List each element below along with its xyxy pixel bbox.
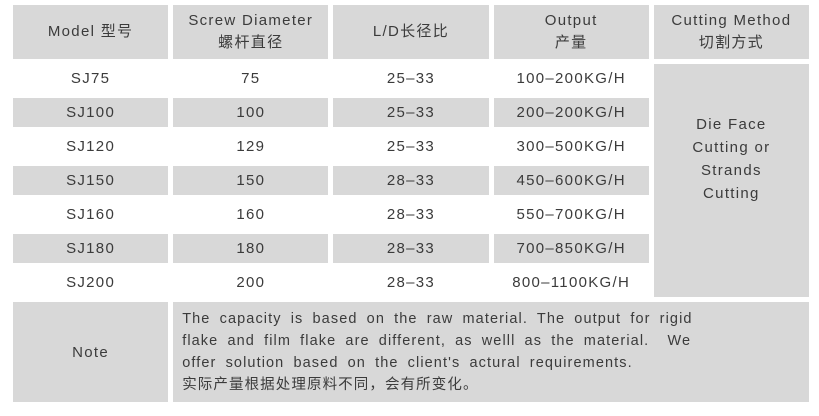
- screw-diameter-cell: 150: [173, 166, 329, 195]
- model-cell: SJ180: [13, 234, 169, 263]
- cutting-method-line: Cutting or: [692, 138, 771, 156]
- header-cutting-label-zh: 切割方式: [698, 34, 764, 51]
- note-text-line: flake and film flake are different, as w…: [182, 333, 692, 349]
- table-row-sj150: SJ150 150 28–33 450–600KG/H: [13, 166, 809, 195]
- ld-ratio-cell: 28–33: [386, 206, 436, 223]
- screw-diameter-cell: 200: [236, 274, 266, 291]
- header-output-label-zh: 产量: [554, 34, 588, 51]
- header-model: Model 型号: [13, 5, 169, 59]
- cutting-method-line: Cutting: [703, 184, 760, 202]
- output-cell: 300–500KG/H: [516, 138, 626, 155]
- table-row-sj75: SJ75 75 25–33 100–200KG/H Die Face Cutti…: [13, 64, 809, 297]
- header-model-label: Model 型号: [47, 23, 134, 40]
- cutting-method-line: Strands: [700, 161, 762, 179]
- header-ld-label: L/D长径比: [372, 23, 450, 40]
- ld-ratio-cell: 25–33: [333, 98, 489, 127]
- header-output: Output 产量: [493, 5, 649, 59]
- header-ld-ratio: L/D长径比: [333, 5, 489, 59]
- table-row-sj180: SJ180 180 28–33 700–850KG/H: [13, 234, 809, 263]
- model-cell: SJ75: [70, 70, 111, 87]
- ld-ratio-cell: 28–33: [333, 234, 489, 263]
- table-row-sj160: SJ160 160 28–33 550–700KG/H: [13, 200, 809, 229]
- note-row: Note The capacity is based on the raw ma…: [13, 302, 809, 402]
- model-cell: SJ160: [66, 206, 116, 223]
- ld-ratio-cell: 25–33: [386, 138, 436, 155]
- header-screw-diameter: Screw Diameter 螺杆直径: [173, 5, 329, 59]
- header-row: Model 型号 Screw Diameter 螺杆直径 L/D长径比 Outp…: [13, 5, 809, 59]
- spec-table: Model 型号 Screw Diameter 螺杆直径 L/D长径比 Outp…: [8, 0, 814, 407]
- ld-ratio-cell: 28–33: [386, 274, 436, 291]
- screw-diameter-cell: 75: [241, 70, 261, 87]
- model-cell: SJ200: [66, 274, 116, 291]
- table-body: SJ75 75 25–33 100–200KG/H Die Face Cutti…: [13, 64, 809, 402]
- cutting-method-cell: Die Face Cutting or Strands Cutting: [653, 64, 809, 297]
- output-cell: 450–600KG/H: [493, 166, 649, 195]
- note-label: Note: [13, 302, 169, 402]
- output-cell: 700–850KG/H: [493, 234, 649, 263]
- note-text-line: offer solution based on the client's act…: [182, 355, 633, 371]
- output-cell: 800–1100KG/H: [512, 274, 631, 291]
- header-screw-label-en: Screw Diameter: [188, 12, 314, 29]
- output-cell: 100–200KG/H: [516, 70, 626, 87]
- model-cell: SJ120: [66, 138, 116, 155]
- header-screw-label-zh: 螺杆直径: [218, 34, 284, 51]
- table-row-sj120: SJ120 129 25–33 300–500KG/H: [13, 132, 809, 161]
- note-text-line: The capacity is based on the raw materia…: [182, 311, 693, 327]
- output-cell: 550–700KG/H: [516, 206, 626, 223]
- output-cell: 200–200KG/H: [493, 98, 649, 127]
- model-cell: SJ150: [13, 166, 169, 195]
- header-cutting-label-en: Cutting Method: [671, 12, 792, 29]
- screw-diameter-cell: 100: [173, 98, 329, 127]
- table-row-sj200: SJ200 200 28–33 800–1100KG/H: [13, 268, 809, 297]
- table-header: Model 型号 Screw Diameter 螺杆直径 L/D长径比 Outp…: [13, 5, 809, 59]
- cutting-method-line: Die Face: [696, 115, 767, 133]
- model-cell: SJ100: [13, 98, 169, 127]
- page-container: Model 型号 Screw Diameter 螺杆直径 L/D长径比 Outp…: [8, 0, 814, 407]
- table-row-sj100: SJ100 100 25–33 200–200KG/H: [13, 98, 809, 127]
- ld-ratio-cell: 28–33: [333, 166, 489, 195]
- screw-diameter-cell: 180: [173, 234, 329, 263]
- ld-ratio-cell: 25–33: [386, 70, 436, 87]
- note-text: The capacity is based on the raw materia…: [173, 302, 809, 402]
- header-output-label-en: Output: [544, 12, 598, 29]
- screw-diameter-cell: 160: [236, 206, 266, 223]
- screw-diameter-cell: 129: [236, 138, 266, 155]
- header-cutting-method: Cutting Method 切割方式: [653, 5, 809, 59]
- note-text-line: 实际产量根据处理原料不同，会有所变化。: [182, 377, 479, 393]
